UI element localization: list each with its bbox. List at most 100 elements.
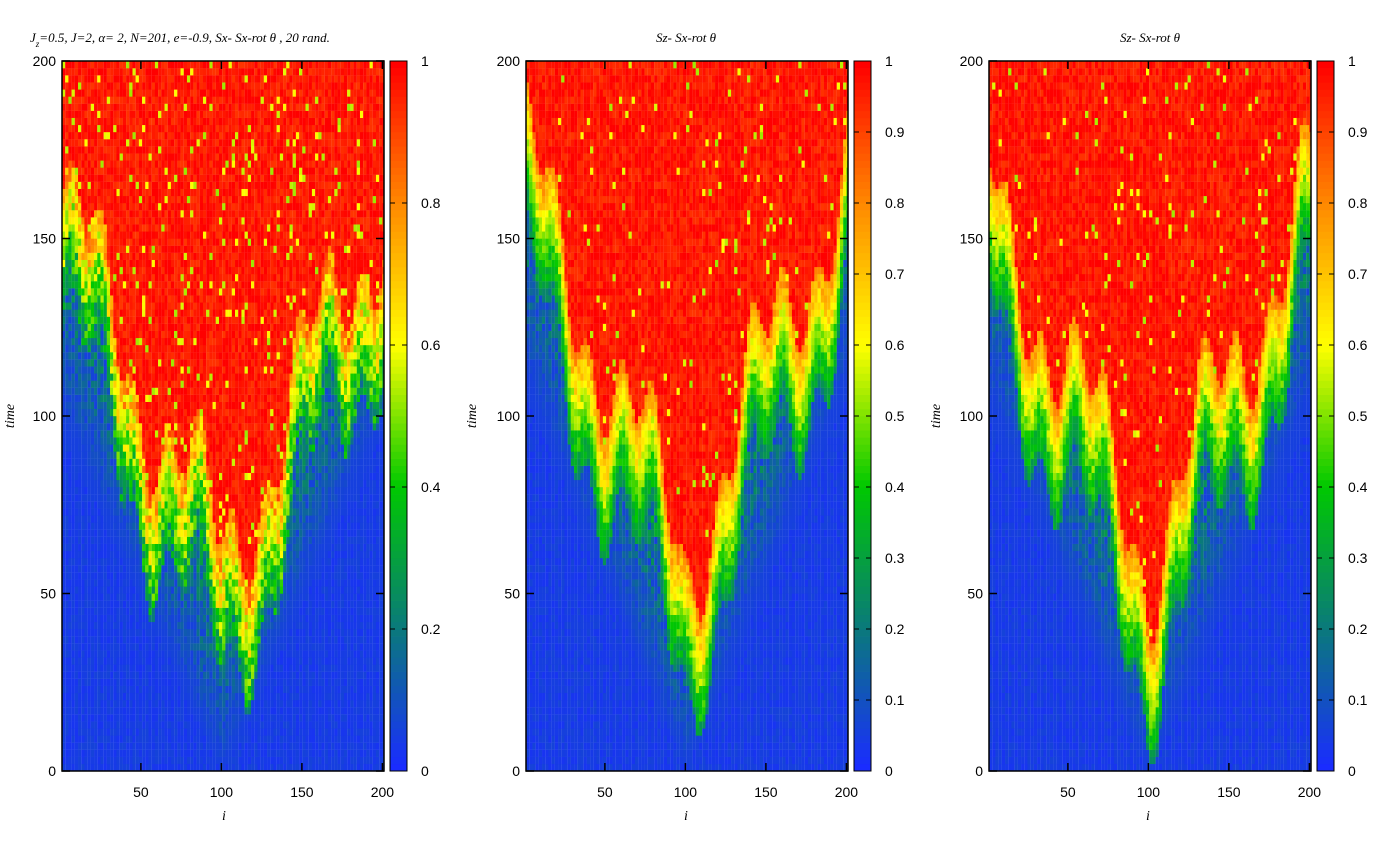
heatmap-cell (161, 430, 165, 438)
heatmap-cell (334, 565, 338, 573)
heatmap-cell (331, 749, 335, 757)
heatmap-cell (142, 763, 146, 771)
heatmap-cell (68, 650, 72, 658)
heatmap-cell (174, 515, 178, 523)
heatmap-cell (106, 479, 111, 488)
heatmap-cell (87, 714, 91, 722)
heatmap-cell (382, 707, 384, 715)
heatmap-cell (311, 714, 316, 722)
heatmap-cell (359, 508, 364, 516)
heatmap-cell (350, 465, 354, 473)
heatmap-cell (62, 579, 66, 587)
heatmap-cell (292, 479, 296, 488)
heatmap-cell (363, 458, 367, 466)
heatmap-cell (247, 621, 252, 630)
heatmap-cell (193, 522, 197, 530)
heatmap-cell (238, 643, 242, 651)
heatmap-cell (199, 707, 204, 715)
heatmap-cell (286, 550, 290, 559)
heatmap-cell (359, 423, 364, 431)
heatmap-cell (138, 671, 143, 679)
heatmap-cell (87, 515, 91, 523)
heatmap-cell (126, 423, 130, 431)
heatmap-cell (87, 593, 91, 601)
heatmap-cell (161, 685, 165, 694)
heatmap-cell (254, 643, 258, 651)
heatmap-cell (202, 692, 207, 701)
heatmap-cell (263, 714, 268, 722)
heatmap-cell (215, 678, 220, 686)
heatmap-cell (375, 621, 380, 630)
heatmap-cell (286, 437, 290, 445)
heatmap-cell (190, 593, 194, 601)
heatmap-cell (215, 700, 220, 708)
heatmap-cell (305, 678, 309, 686)
heatmap-cell (183, 685, 188, 694)
heatmap-cell (190, 749, 194, 757)
heatmap-cell (78, 700, 82, 708)
heatmap-cell (292, 465, 296, 473)
heatmap-cell (174, 451, 178, 459)
heatmap-cell (308, 487, 312, 495)
heatmap-cell (251, 714, 255, 722)
heatmap-cell (366, 721, 370, 729)
heatmap-cell (218, 451, 223, 459)
heatmap-cell (151, 444, 155, 452)
heatmap-cell (302, 472, 306, 481)
heatmap-cell (170, 416, 175, 424)
heatmap-cell (119, 763, 123, 771)
heatmap-cell (372, 721, 377, 729)
heatmap-cell (241, 437, 245, 445)
heatmap-cell (347, 465, 351, 473)
heatmap-cell (359, 671, 364, 679)
heatmap-cell (113, 451, 117, 459)
heatmap-cell (135, 444, 139, 452)
heatmap-cell (257, 678, 261, 686)
heatmap-cell (302, 700, 306, 708)
heatmap-cell (283, 657, 287, 665)
heatmap-cell (158, 763, 162, 771)
heatmap-cell (331, 685, 335, 694)
heatmap-cell (302, 763, 306, 771)
heatmap-cell (164, 430, 168, 438)
heatmap-cell (334, 451, 338, 459)
heatmap-cell (170, 650, 175, 658)
heatmap-cell (116, 756, 120, 765)
heatmap-cell (78, 664, 82, 672)
heatmap-cell (279, 430, 284, 438)
heatmap-cell (260, 494, 264, 502)
heatmap-cell (321, 664, 325, 672)
heatmap-cell (62, 685, 66, 694)
heatmap-cell (87, 465, 91, 473)
heatmap-cell (183, 671, 188, 679)
heatmap-cell (206, 437, 210, 445)
heatmap-cell (225, 586, 229, 594)
heatmap-cell (356, 621, 361, 630)
heatmap-cell (295, 579, 300, 587)
heatmap-cell (186, 565, 191, 573)
heatmap-cell (263, 749, 268, 757)
heatmap-cell (164, 593, 168, 601)
heatmap-cell (158, 700, 162, 708)
heatmap-cell (273, 685, 277, 694)
heatmap-cell (180, 444, 184, 452)
heatmap-cell (276, 749, 280, 757)
heatmap-cell (94, 487, 98, 495)
heatmap-cell (103, 558, 107, 566)
heatmap-cell (190, 678, 194, 686)
heatmap-cell (161, 543, 165, 552)
heatmap-cell (324, 472, 329, 481)
heatmap-cell (311, 614, 316, 623)
heatmap-cell (129, 700, 133, 708)
heatmap-cell (382, 742, 384, 750)
heatmap-cell (263, 430, 268, 438)
heatmap-cell (68, 451, 72, 459)
heatmap-cell (164, 707, 168, 715)
heatmap-cell (222, 650, 226, 658)
heatmap-cell (353, 494, 357, 502)
heatmap-cell (247, 550, 252, 559)
heatmap-cell (289, 508, 293, 516)
heatmap-cell (90, 458, 95, 466)
heatmap-cell (279, 565, 284, 573)
heatmap-cell (161, 664, 165, 672)
